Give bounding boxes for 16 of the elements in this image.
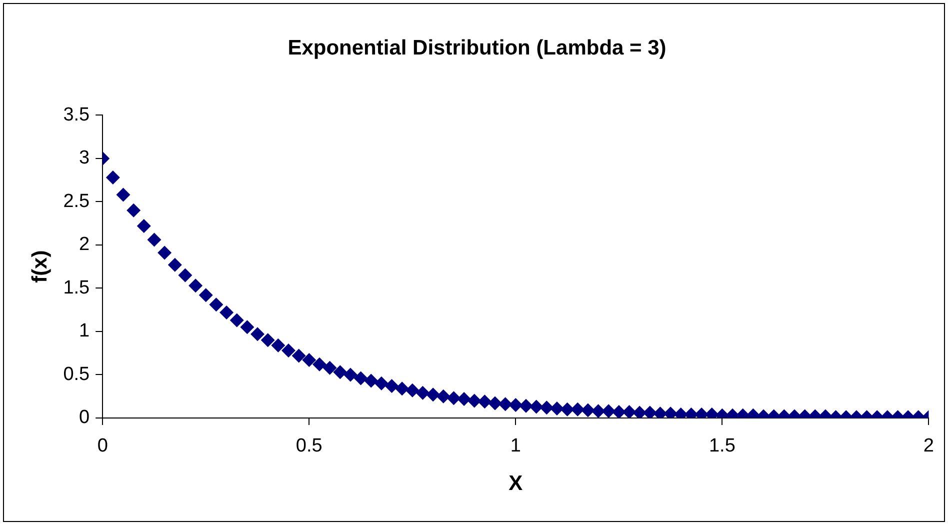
- y-tick-label: 1: [79, 320, 90, 342]
- y-tick-label: 2.5: [63, 190, 90, 212]
- x-tick-label: 2: [923, 436, 934, 457]
- x-axis-title: X: [508, 472, 523, 496]
- x-tick-label: 0: [97, 436, 108, 457]
- x-tick-label: 1.5: [708, 436, 736, 457]
- y-tick-label: 0.5: [63, 364, 90, 385]
- x-tick-label: 1: [510, 436, 521, 457]
- y-tick-label: 2: [79, 234, 90, 256]
- y-tick-label: 1.5: [63, 277, 90, 298]
- y-tick-label: 3.5: [63, 104, 90, 126]
- chart-title: Exponential Distribution (Lambda = 3): [288, 36, 666, 60]
- y-axis-title: f(x): [28, 250, 52, 283]
- x-tick-label: 0.5: [296, 436, 322, 457]
- y-tick-label: 3: [79, 148, 90, 169]
- y-tick-label: 0: [79, 407, 90, 428]
